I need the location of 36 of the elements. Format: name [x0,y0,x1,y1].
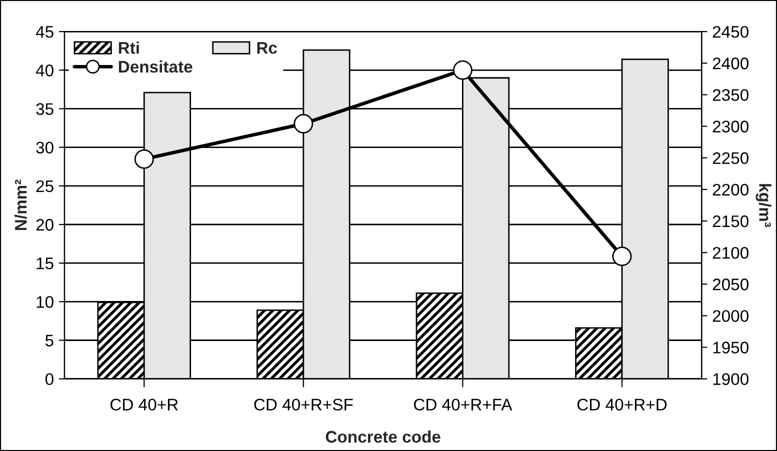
x-tick-label: CD 40+R+FA [414,398,512,411]
y-tick-label: 0 [45,373,54,386]
y2-tick-label: 2100 [712,246,748,259]
y2-tick-label: 2300 [712,120,748,132]
y2-tick-label: 2400 [712,58,748,70]
y2-tick-label: 2250 [712,152,748,164]
point [134,149,154,169]
legend-label: Rti [118,42,139,54]
y2-tick-label: 2000 [712,310,748,322]
y-tick-label: 20 [36,218,54,231]
point [612,246,632,266]
x-tick-label: CD 40+R+SF [254,398,353,411]
y2-tick-label: 2450 [712,26,748,38]
point [452,60,472,80]
x-tick-label: CD 40+R+D [577,398,667,411]
y2-axis-title: kg/m³ [756,184,772,228]
legend-label: Densitate [118,60,192,73]
y-tick-label: 35 [36,103,54,115]
y2-tick-label: 1950 [713,342,748,354]
y-tick-label: 30 [36,142,54,154]
legend-label: Rc [257,42,277,54]
y2-tick-label: 1900 [713,373,748,386]
y2-tick-label: 2200 [712,184,748,196]
y-tick-label: 5 [45,334,54,346]
y2-tick-label: 2350 [712,89,748,101]
y2-tick-label: 2150 [712,215,748,228]
y-tick-label: 25 [36,180,54,192]
y-axis-title: N/mm² [14,180,27,230]
point [294,114,314,134]
x-tick-label: CD 40+R [110,398,178,411]
y-tick-label: 10 [36,296,54,308]
y2-tick-label: 2050 [712,278,748,290]
y-tick-label: 45 [36,26,54,38]
y-tick-label: 15 [36,258,54,270]
y-tick-label: 40 [36,64,54,76]
x-axis-title: Concrete code [326,430,440,443]
